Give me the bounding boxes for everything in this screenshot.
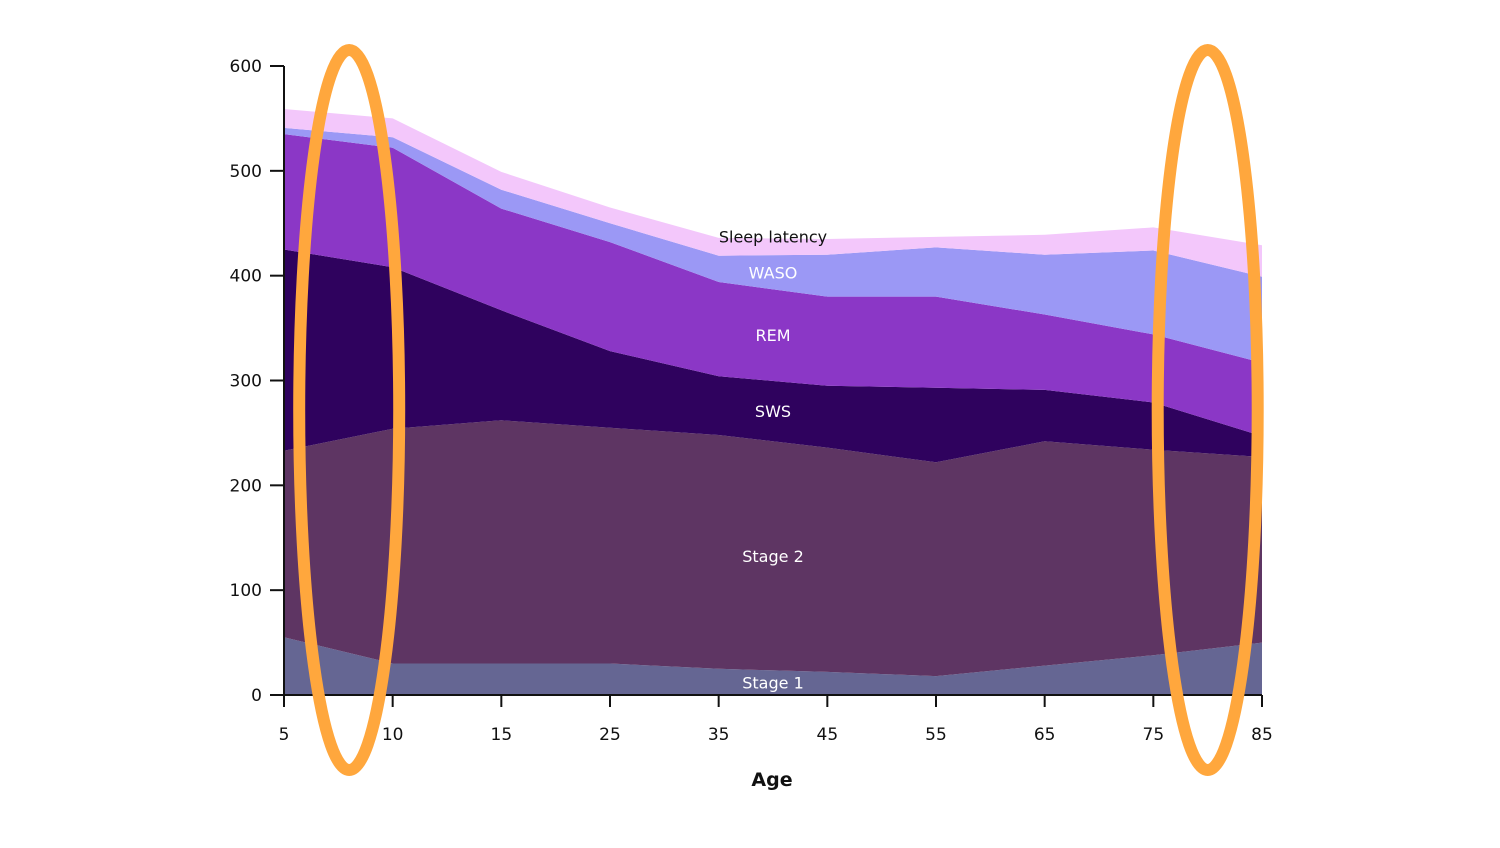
x-tick-label: 55	[925, 725, 947, 745]
y-tick-label: 400	[230, 267, 262, 287]
x-tick-label: 5	[279, 725, 290, 745]
area-label-rem: REM	[755, 326, 790, 345]
x-tick-label: 25	[599, 725, 621, 745]
area-rem	[284, 134, 1262, 437]
y-tick-label: 100	[230, 581, 262, 601]
x-tick-label: 75	[1143, 725, 1165, 745]
area-label-sleep-latency: Sleep latency	[719, 227, 827, 246]
y-tick-label: 300	[230, 372, 262, 392]
area-labels-layer: Stage 1 Stage 2 SWS REM WASO Sleep latency	[719, 227, 827, 692]
x-tick-label: 15	[491, 725, 513, 745]
x-tick-label: 35	[708, 725, 730, 745]
area-label-sws: SWS	[755, 402, 791, 421]
y-tick-label: 600	[230, 57, 262, 77]
y-tick-label: 500	[230, 162, 262, 182]
x-tick-label: 85	[1251, 725, 1273, 745]
x-axis-title: Age	[751, 769, 792, 791]
area-stage-2	[284, 420, 1262, 677]
area-waso	[284, 127, 1262, 363]
x-tick-label: 45	[817, 725, 839, 745]
area-label-waso: WASO	[749, 263, 798, 282]
area-label-stage-2: Stage 2	[742, 547, 804, 566]
x-tick-label: 65	[1034, 725, 1056, 745]
highlight-ellipse-1	[293, 44, 406, 776]
axes-layer: 0 100 200 300 400 500 600 5 10 15 25 35 45 55 65 75 85	[230, 57, 1273, 745]
area-label-stage-1: Stage 1	[742, 674, 804, 693]
highlight-annotations	[293, 44, 1264, 776]
y-tick-label: 0	[251, 686, 262, 706]
highlight-ellipse-2	[1151, 44, 1264, 776]
area-sws	[284, 249, 1262, 463]
x-tick-label: 10	[382, 725, 404, 745]
y-tick-label: 200	[230, 476, 262, 496]
area-stage-1	[284, 637, 1262, 695]
